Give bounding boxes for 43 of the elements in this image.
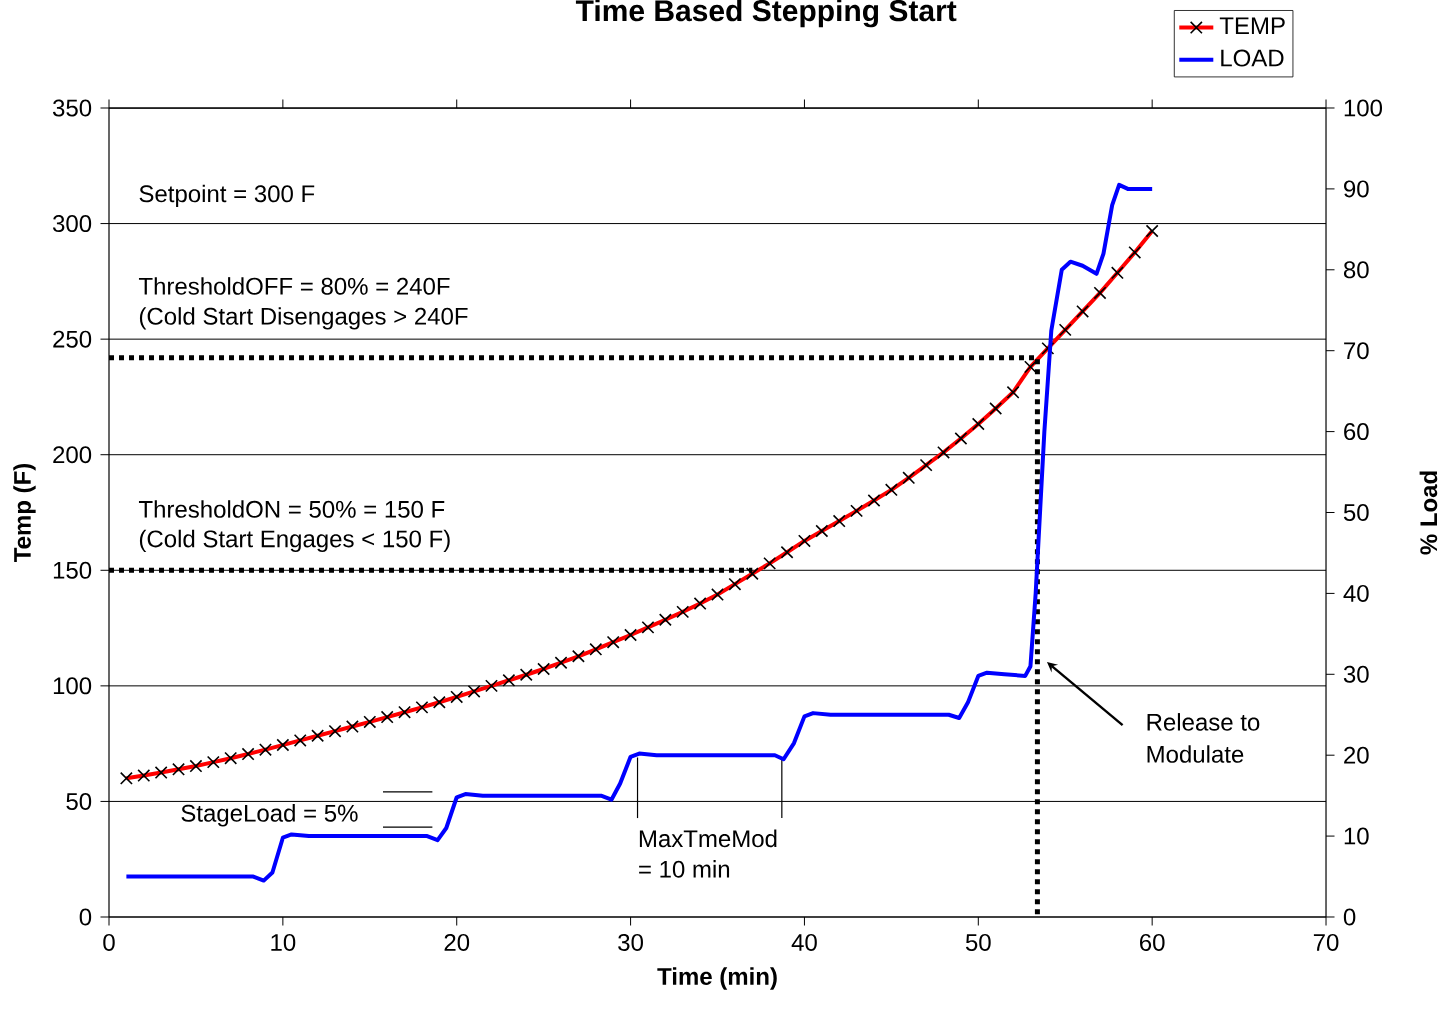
- x-tick-label: 20: [444, 933, 470, 951]
- y-tick-label: 150: [53, 561, 92, 579]
- y2-tick-label: 40: [1343, 584, 1369, 602]
- legend-label: TEMP: [1219, 17, 1285, 34]
- y2-tick-label: 10: [1344, 827, 1369, 845]
- x-tick-label: 50: [965, 933, 991, 951]
- y2-tick-label: 0: [1343, 908, 1356, 926]
- y-tick-label: 250: [53, 330, 92, 348]
- y2-tick-label: 60: [1344, 423, 1369, 441]
- annotation: Setpoint = 300 F: [139, 184, 315, 208]
- annotation: MaxTmeMod: [639, 829, 777, 848]
- x-axis-title: Time (min): [657, 967, 777, 990]
- y2-tick-label: 20: [1344, 746, 1369, 764]
- y2-tick-label: 80: [1343, 261, 1369, 279]
- x-tick-label: 40: [791, 933, 817, 951]
- x-tick-label: 70: [1313, 933, 1339, 951]
- legend-label: LOAD: [1221, 49, 1284, 67]
- y-tick-label: 50: [66, 792, 92, 810]
- annotation: Modulate: [1147, 745, 1244, 763]
- annotation: ThresholdON = 50% = 150 F: [138, 500, 445, 518]
- y-tick-label: 100: [53, 677, 92, 695]
- y2-tick-label: 30: [1343, 665, 1369, 683]
- y2-axis-title: % Load: [1419, 471, 1438, 555]
- annotation: (Cold Start Disengages > 240F: [139, 307, 468, 330]
- annotation: StageLoad = 5%: [181, 804, 358, 827]
- x-tick-label: 0: [103, 933, 115, 951]
- annotation: = 10 min: [639, 860, 730, 878]
- x-tick-label: 60: [1140, 933, 1165, 951]
- y-tick-label: 0: [79, 908, 92, 926]
- y-tick-label: 200: [53, 446, 92, 464]
- x-tick-label: 30: [618, 933, 643, 951]
- y2-tick-label: 100: [1344, 99, 1383, 117]
- annotation: (Cold Start Engages < 150 F): [139, 529, 450, 553]
- chart-title: Time Based Stepping Start: [575, 0, 957, 28]
- y2-tick-label: 70: [1344, 342, 1369, 360]
- y-tick-label: 350: [52, 99, 92, 117]
- y2-tick-label: 90: [1344, 180, 1369, 198]
- y-tick-label: 300: [52, 215, 92, 233]
- y-axis-title: Temp (F): [13, 463, 36, 562]
- y2-tick-label: 50: [1343, 504, 1369, 521]
- annotation: ThresholdOFF = 80% = 240F: [138, 277, 450, 295]
- x-tick-label: 10: [271, 933, 296, 951]
- annotation: Release to: [1147, 713, 1260, 731]
